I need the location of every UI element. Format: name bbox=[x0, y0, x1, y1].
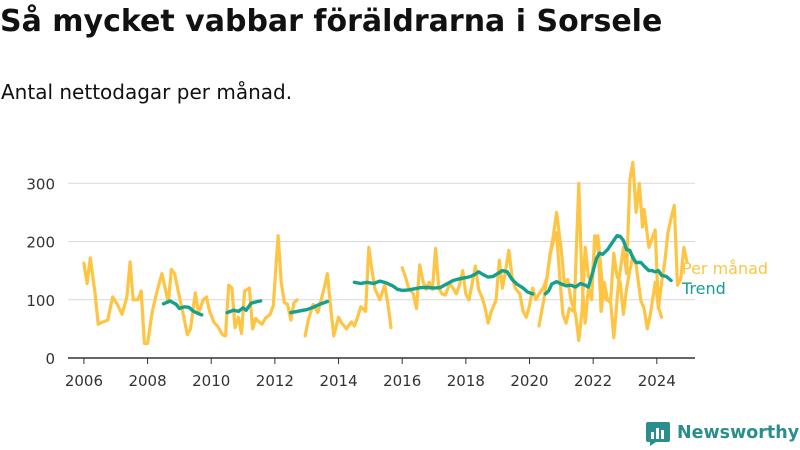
series-line-trend bbox=[289, 299, 330, 315]
series-line-per-manad bbox=[400, 210, 664, 343]
y-tick-label: 300 bbox=[26, 175, 55, 193]
y-tick-label: 100 bbox=[26, 292, 55, 310]
series-line-trend bbox=[161, 299, 204, 317]
newsworthy-logo: Newsworthy bbox=[645, 420, 799, 446]
series-line-per-manad bbox=[303, 245, 393, 338]
newsworthy-logo-icon bbox=[646, 422, 670, 446]
x-tick-label: 2024 bbox=[638, 372, 676, 390]
series-line-trend bbox=[225, 299, 263, 315]
x-tick-label: 2016 bbox=[383, 372, 421, 390]
series-line-per-manad bbox=[537, 160, 689, 340]
x-tick-label: 2008 bbox=[128, 372, 166, 390]
x-tick-label: 2014 bbox=[319, 372, 357, 390]
x-tick-label: 2022 bbox=[574, 372, 612, 390]
y-tick-label: 200 bbox=[26, 234, 55, 252]
legend-label: Trend bbox=[681, 279, 726, 298]
chart-subtitle: Antal nettodagar per månad. bbox=[1, 80, 293, 104]
newsworthy-logo-text: Newsworthy bbox=[677, 423, 800, 443]
legend-label: Per månad bbox=[682, 259, 768, 278]
x-tick-label: 2018 bbox=[447, 372, 485, 390]
x-tick-label: 2012 bbox=[256, 372, 294, 390]
chart-title: Så mycket vabbar föräldrarna i Sorsele bbox=[0, 4, 663, 39]
series-line-trend bbox=[352, 268, 535, 296]
x-tick-label: 2020 bbox=[510, 372, 548, 390]
y-tick-label: 0 bbox=[45, 350, 55, 368]
series-line-trend bbox=[543, 234, 673, 296]
series-line-per-manad bbox=[82, 234, 299, 345]
x-tick-label: 2010 bbox=[192, 372, 230, 390]
x-tick-label: 2006 bbox=[65, 372, 103, 390]
